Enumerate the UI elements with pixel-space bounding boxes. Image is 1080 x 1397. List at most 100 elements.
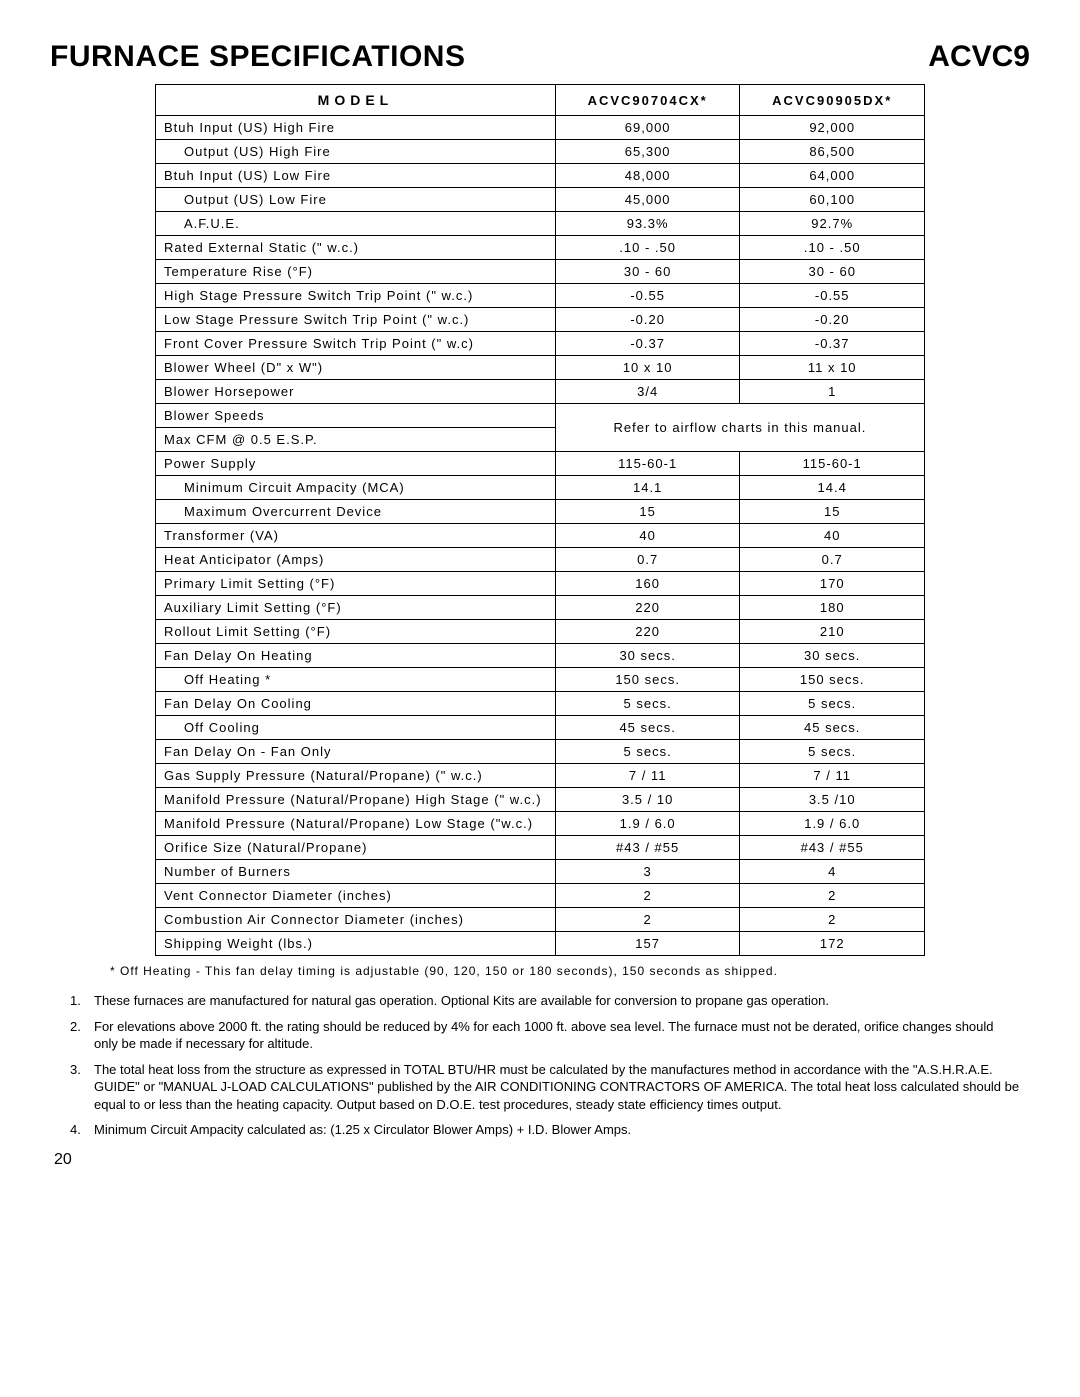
- table-row: Fan Delay On - Fan Only5 secs.5 secs.: [156, 740, 925, 764]
- row-label: Rollout Limit Setting (°F): [156, 620, 556, 644]
- row-label: Maximum Overcurrent Device: [156, 500, 556, 524]
- table-row: High Stage Pressure Switch Trip Point ("…: [156, 284, 925, 308]
- table-footnote: * Off Heating - This fan delay timing is…: [110, 964, 1030, 978]
- table-row: Shipping Weight (lbs.)157172: [156, 932, 925, 956]
- row-value: 45 secs.: [555, 716, 740, 740]
- row-label: Transformer (VA): [156, 524, 556, 548]
- row-value: 170: [740, 572, 925, 596]
- row-value: 5 secs.: [555, 740, 740, 764]
- row-value: 4: [740, 860, 925, 884]
- row-value: 11 x 10: [740, 356, 925, 380]
- table-row: Blower Wheel (D" x W")10 x 1011 x 10: [156, 356, 925, 380]
- row-value: 65,300: [555, 140, 740, 164]
- row-value: 172: [740, 932, 925, 956]
- row-value: -0.55: [555, 284, 740, 308]
- page-title: FURNACE SPECIFICATIONS: [50, 40, 465, 74]
- notes-list: These furnaces are manufactured for natu…: [60, 992, 1020, 1139]
- row-label: Blower Wheel (D" x W"): [156, 356, 556, 380]
- table-row: Maximum Overcurrent Device1515: [156, 500, 925, 524]
- table-row: Primary Limit Setting (°F)160170: [156, 572, 925, 596]
- table-row: Transformer (VA)4040: [156, 524, 925, 548]
- row-value: 93.3%: [555, 212, 740, 236]
- row-label: Output (US) Low Fire: [156, 188, 556, 212]
- row-label: Low Stage Pressure Switch Trip Point (" …: [156, 308, 556, 332]
- row-value: 48,000: [555, 164, 740, 188]
- table-row: Gas Supply Pressure (Natural/Propane) ("…: [156, 764, 925, 788]
- row-label: Fan Delay On Heating: [156, 644, 556, 668]
- row-label: High Stage Pressure Switch Trip Point ("…: [156, 284, 556, 308]
- row-value: 64,000: [740, 164, 925, 188]
- row-label: Vent Connector Diameter (inches): [156, 884, 556, 908]
- series-label: ACVC9: [928, 40, 1030, 74]
- row-label: Manifold Pressure (Natural/Propane) Low …: [156, 812, 556, 836]
- row-label: Off Cooling: [156, 716, 556, 740]
- row-label: Power Supply: [156, 452, 556, 476]
- row-value: 7 / 11: [555, 764, 740, 788]
- row-value: 220: [555, 596, 740, 620]
- table-row: Blower Horsepower3/41: [156, 380, 925, 404]
- row-value: 180: [740, 596, 925, 620]
- row-value: 115-60-1: [740, 452, 925, 476]
- row-value: 92.7%: [740, 212, 925, 236]
- row-value: 69,000: [555, 116, 740, 140]
- row-value: 15: [555, 500, 740, 524]
- table-row: Temperature Rise (°F)30 - 6030 - 60: [156, 260, 925, 284]
- table-row: Rollout Limit Setting (°F)220210: [156, 620, 925, 644]
- row-value: 3.5 / 10: [555, 788, 740, 812]
- row-label: Blower Speeds: [156, 404, 556, 428]
- table-row: Front Cover Pressure Switch Trip Point (…: [156, 332, 925, 356]
- table-row: Output (US) High Fire65,30086,500: [156, 140, 925, 164]
- table-row: Number of Burners34: [156, 860, 925, 884]
- row-value: 2: [555, 908, 740, 932]
- row-value: 30 - 60: [555, 260, 740, 284]
- table-row: A.F.U.E.93.3%92.7%: [156, 212, 925, 236]
- row-label: Temperature Rise (°F): [156, 260, 556, 284]
- row-value: 1.9 / 6.0: [555, 812, 740, 836]
- table-row: Off Cooling45 secs.45 secs.: [156, 716, 925, 740]
- note-item: Minimum Circuit Ampacity calculated as: …: [60, 1121, 1020, 1139]
- row-value: 40: [555, 524, 740, 548]
- model-col-1: ACVC90905DX*: [740, 85, 925, 116]
- table-row: Power Supply115-60-1115-60-1: [156, 452, 925, 476]
- row-value: 2: [740, 908, 925, 932]
- row-label: Primary Limit Setting (°F): [156, 572, 556, 596]
- row-label: Output (US) High Fire: [156, 140, 556, 164]
- row-value: .10 - .50: [740, 236, 925, 260]
- row-value: 15: [740, 500, 925, 524]
- row-value: 30 secs.: [740, 644, 925, 668]
- merged-cell: Refer to airflow charts in this manual.: [555, 404, 924, 452]
- row-label: Max CFM @ 0.5 E.S.P.: [156, 428, 556, 452]
- table-row: Vent Connector Diameter (inches)22: [156, 884, 925, 908]
- row-value: 150 secs.: [555, 668, 740, 692]
- row-value: 45,000: [555, 188, 740, 212]
- row-value: 14.4: [740, 476, 925, 500]
- row-value: 1.9 / 6.0: [740, 812, 925, 836]
- row-value: -0.37: [740, 332, 925, 356]
- page-header: FURNACE SPECIFICATIONS ACVC9: [50, 40, 1030, 74]
- row-value: 2: [740, 884, 925, 908]
- row-value: 3/4: [555, 380, 740, 404]
- row-value: 220: [555, 620, 740, 644]
- row-value: .10 - .50: [555, 236, 740, 260]
- row-value: -0.37: [555, 332, 740, 356]
- row-label: Orifice Size (Natural/Propane): [156, 836, 556, 860]
- row-value: 3: [555, 860, 740, 884]
- table-row: Manifold Pressure (Natural/Propane) High…: [156, 788, 925, 812]
- row-value: 7 / 11: [740, 764, 925, 788]
- row-label: Rated External Static (" w.c.): [156, 236, 556, 260]
- row-label: Minimum Circuit Ampacity (MCA): [156, 476, 556, 500]
- row-value: 160: [555, 572, 740, 596]
- row-label: Blower Horsepower: [156, 380, 556, 404]
- row-value: #43 / #55: [555, 836, 740, 860]
- row-value: 150 secs.: [740, 668, 925, 692]
- row-value: 210: [740, 620, 925, 644]
- row-value: 3.5 /10: [740, 788, 925, 812]
- table-row: Low Stage Pressure Switch Trip Point (" …: [156, 308, 925, 332]
- row-value: 157: [555, 932, 740, 956]
- table-header-row: MODEL ACVC90704CX* ACVC90905DX*: [156, 85, 925, 116]
- row-label: Auxiliary Limit Setting (°F): [156, 596, 556, 620]
- row-label: Gas Supply Pressure (Natural/Propane) ("…: [156, 764, 556, 788]
- row-value: 40: [740, 524, 925, 548]
- model-header: MODEL: [156, 85, 556, 116]
- row-value: 30 secs.: [555, 644, 740, 668]
